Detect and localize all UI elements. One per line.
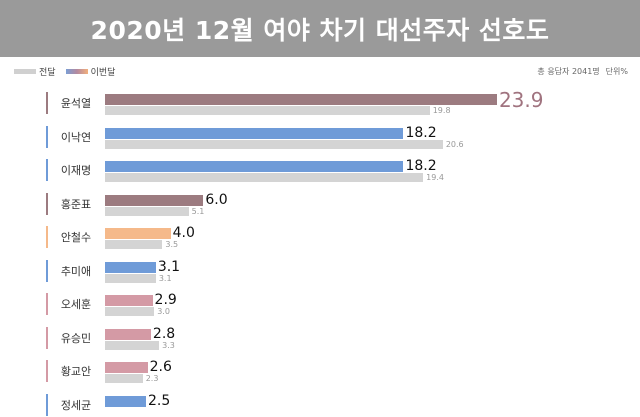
category-label: 추미애 — [46, 259, 104, 282]
bar-current — [105, 127, 404, 139]
value-label-current: 3.1 — [157, 258, 181, 275]
category-label: 안철수 — [46, 226, 104, 248]
value-label-previous: 5.1 — [191, 206, 205, 216]
bar-current — [105, 328, 151, 340]
bar-previous — [105, 173, 424, 182]
legend-swatch-current — [65, 68, 88, 74]
respondents-note: 총 응답자 2041명 — [537, 67, 600, 76]
value-label-current: 18.2 — [405, 124, 437, 141]
bar-previous — [105, 307, 155, 316]
value-label-previous: 3.5 — [165, 240, 179, 249]
bar-previous — [105, 273, 156, 283]
bar-current — [105, 395, 146, 407]
value-label-current: 2.6 — [149, 359, 172, 375]
bar-current — [105, 261, 156, 273]
bar-previous — [105, 139, 443, 149]
value-label-previous: 19.4 — [426, 173, 444, 182]
chart-title: 2020년 12월 여야 차기 대선주자 선호도 — [90, 15, 550, 45]
value-label-current: 2.8 — [152, 325, 176, 342]
value-label-current: 4.0 — [172, 225, 195, 241]
category-label: 홍준표 — [46, 192, 104, 215]
category-label: 정세균 — [46, 393, 104, 416]
legend-label-current: 이번달 — [90, 67, 116, 78]
category-label: 윤석열 — [46, 92, 104, 114]
bar-previous — [105, 240, 163, 249]
legend-label-previous: 전달 — [39, 67, 56, 78]
bar-current — [105, 94, 497, 105]
category-label: 유승민 — [46, 326, 104, 349]
unit-note: 단위% — [605, 67, 628, 76]
legend-swatch-previous — [14, 68, 36, 74]
value-label-current: 2.5 — [148, 392, 171, 409]
value-label-previous: 3.1 — [158, 273, 172, 283]
value-label-previous: 3.0 — [157, 307, 170, 316]
title-bar: 2020년 12월 여야 차기 대선주자 선호도 — [0, 0, 640, 57]
chart-note: 총 응답자 2041명 단위% — [537, 66, 628, 77]
value-label-current: 6.0 — [205, 191, 228, 208]
value-label-previous: 3.3 — [162, 340, 175, 350]
value-label-current: 23.9 — [498, 88, 544, 112]
legend: 전달 이번달 — [14, 64, 125, 78]
category-label: 이재명 — [46, 159, 104, 181]
bar-previous — [105, 106, 430, 115]
category-label: 오세훈 — [46, 293, 104, 315]
category-label: 이낙연 — [46, 125, 104, 148]
category-label: 황교안 — [46, 360, 104, 382]
bar-previous — [105, 206, 189, 216]
bar-current — [105, 194, 204, 206]
value-label-previous: 2.3 — [145, 374, 159, 383]
value-label-previous: 20.6 — [445, 139, 464, 149]
bar-previous — [105, 340, 160, 350]
value-label-current: 2.9 — [154, 292, 177, 308]
bar-current — [105, 228, 171, 239]
value-label-current: 18.2 — [405, 158, 437, 174]
value-label-previous: 19.8 — [432, 106, 451, 115]
bar-current — [105, 295, 153, 306]
bar-current — [105, 161, 404, 172]
bar-current — [105, 362, 148, 373]
bar-previous — [105, 374, 143, 383]
